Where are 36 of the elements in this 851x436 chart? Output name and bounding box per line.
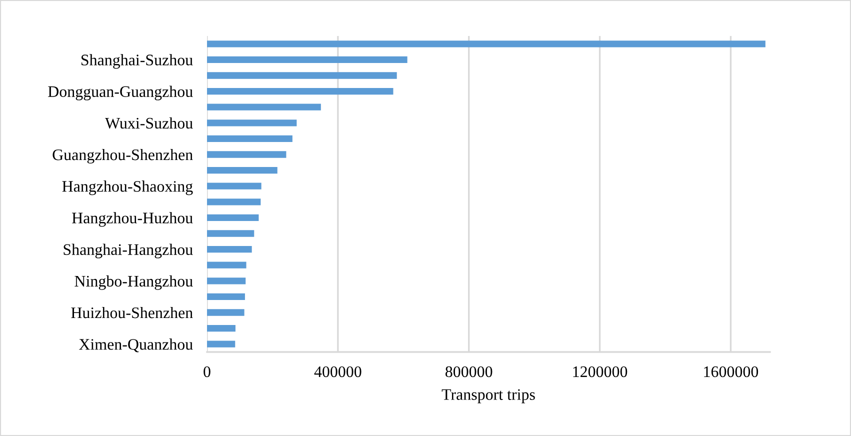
x-axis-title: Transport trips	[442, 389, 535, 404]
y-tick-label: Wuxi-Suzhou	[105, 117, 193, 129]
bar	[207, 246, 252, 253]
y-tick-label: Ximen-Quanzhou	[79, 338, 193, 352]
bar	[207, 198, 261, 206]
y-tick-label: Shanghai-Suzhou	[82, 54, 193, 69]
y-tick-label: Huizhou-Shenzhen	[71, 306, 193, 318]
x-tick-label: 800000	[446, 366, 492, 378]
bar	[207, 135, 292, 142]
x-tick-label: 1200000	[573, 366, 628, 378]
y-tick-label: Hangzhou-Huzhou	[72, 212, 193, 227]
bar	[207, 278, 246, 284]
bar	[207, 340, 236, 348]
y-tick-label: Shanghai-Hangzhou	[64, 244, 193, 258]
bar	[207, 324, 236, 332]
bar	[207, 120, 297, 126]
bar	[207, 309, 244, 316]
y-tick-label: Hangzhou-Shaoxing	[62, 180, 193, 196]
bar	[207, 182, 262, 190]
x-tick-label: 400000	[314, 366, 362, 378]
bar	[207, 214, 259, 222]
x-tick-label: 1600000	[704, 366, 758, 378]
bar	[207, 166, 278, 174]
bar	[207, 230, 254, 237]
bar	[207, 88, 394, 95]
y-tick-label: Guangzhou-Shenzhen	[52, 148, 193, 164]
bar	[207, 262, 246, 268]
bar	[207, 72, 397, 79]
bar	[207, 293, 245, 300]
bar	[207, 151, 286, 158]
bar	[207, 40, 766, 48]
y-tick-label: Ningbo-Hangzhou	[74, 275, 193, 290]
bar	[207, 56, 408, 64]
y-tick-label: Dongguan-Guangzhou	[48, 86, 193, 100]
bar	[207, 104, 321, 110]
x-tick-label: 0	[204, 366, 210, 378]
